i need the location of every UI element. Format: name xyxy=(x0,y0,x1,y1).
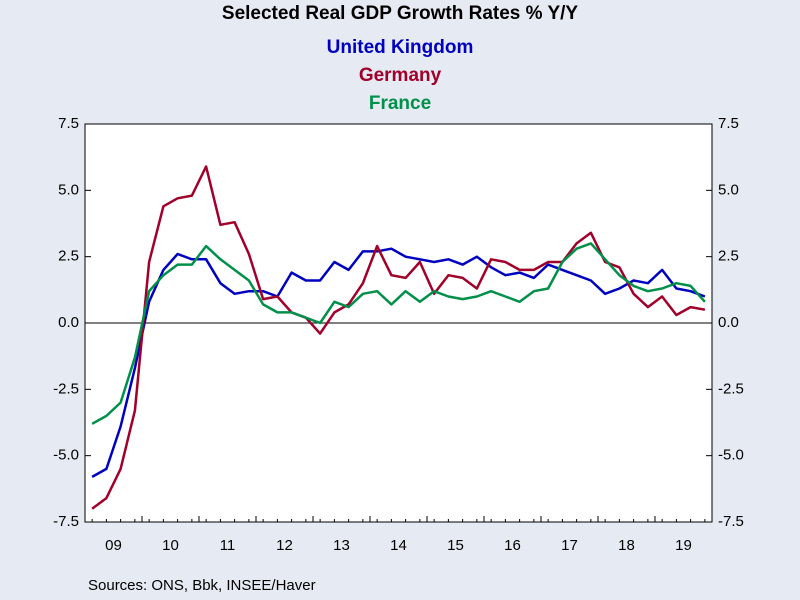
x-tick-label: 10 xyxy=(162,537,179,554)
chart-title: Selected Real GDP Growth Rates % Y/Y xyxy=(222,3,579,24)
legend-entry: Germany xyxy=(359,65,442,86)
y2-tick-label: -5.0 xyxy=(718,447,744,464)
y-tick-label: 7.5 xyxy=(58,115,79,132)
x-tick-label: 13 xyxy=(333,537,350,554)
x-tick-label: 15 xyxy=(447,537,464,554)
y2-tick-label: 5.0 xyxy=(718,181,739,198)
y2-tick-label: -7.5 xyxy=(718,513,744,530)
y2-tick-label: 7.5 xyxy=(718,115,739,132)
legend-entry: France xyxy=(369,93,431,114)
x-tick-label: 18 xyxy=(618,537,635,554)
x-tick-label: 16 xyxy=(504,537,521,554)
x-tick-label: 12 xyxy=(276,537,293,554)
x-tick-label: 11 xyxy=(220,537,236,554)
y-tick-label: 0.0 xyxy=(58,314,79,331)
y2-tick-label: -2.5 xyxy=(718,380,744,397)
series-line xyxy=(91,242,706,425)
y-tick-label: -7.5 xyxy=(53,513,79,530)
legend-entry: United Kingdom xyxy=(327,37,474,58)
y-tick-label: -2.5 xyxy=(53,380,79,397)
x-tick-label: 19 xyxy=(675,537,692,554)
x-tick-label: 14 xyxy=(390,537,407,554)
x-tick-label: 09 xyxy=(105,537,122,554)
y2-tick-label: 0.0 xyxy=(718,314,739,331)
y2-tick-label: 2.5 xyxy=(718,248,739,265)
y-tick-label: 2.5 xyxy=(58,248,79,265)
x-tick-label: 17 xyxy=(561,537,578,554)
source-note: Sources: ONS, Bbk, INSEE/Haver xyxy=(88,577,316,594)
y-tick-label: -5.0 xyxy=(53,447,79,464)
series-line xyxy=(91,247,706,478)
y-tick-label: 5.0 xyxy=(58,181,79,198)
